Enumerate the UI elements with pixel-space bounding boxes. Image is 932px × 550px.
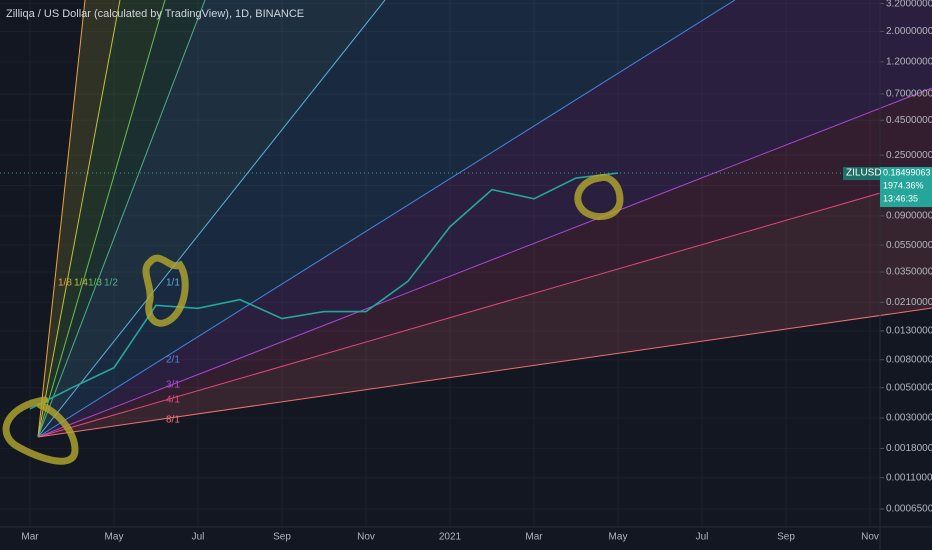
x-tick-label: Mar <box>21 532 39 543</box>
price-change: 1974.36% <box>883 180 924 190</box>
price-tag-box <box>843 167 884 181</box>
doodle <box>2 396 79 465</box>
x-tick-label: May <box>105 532 124 543</box>
fan-line <box>37 0 206 438</box>
highlight-doodles <box>2 174 624 465</box>
x-tick-label: Nov <box>357 532 375 543</box>
gann-fan: 1/8 1/4 1/3 1/2 1/1 2/1 3/1 4/1 8/1 <box>37 0 932 438</box>
fan-zone <box>38 88 932 437</box>
fan-line <box>37 307 932 438</box>
x-tick-label: Mar <box>525 532 543 543</box>
price-value: 0.18499063 <box>883 167 931 177</box>
fan-zone <box>38 0 932 437</box>
fan-line <box>37 0 386 438</box>
fan-label: 1/1 <box>166 278 180 289</box>
y-tick-label: 2.00000000 <box>886 26 932 37</box>
fan-line <box>37 0 166 438</box>
fan-label: 1/4 <box>74 278 88 289</box>
fan-line <box>37 0 121 438</box>
price-tag-box <box>880 167 932 208</box>
fan-label: 4/1 <box>166 395 180 406</box>
fan-label: 2/1 <box>166 355 180 366</box>
x-tick-label: Jul <box>192 532 205 543</box>
x-tick-label: 2021 <box>439 532 462 543</box>
x-tick-label: May <box>609 532 628 543</box>
fan-zone <box>38 178 932 437</box>
x-tick-label: Sep <box>777 532 795 543</box>
x-tick-label: Sep <box>273 532 291 543</box>
x-tick-label: Jul <box>696 532 709 543</box>
fan-label: 1/2 <box>104 278 118 289</box>
fan-label: 8/1 <box>166 415 180 426</box>
fan-label: 3/1 <box>166 380 180 391</box>
price-series <box>0 172 880 410</box>
doodle <box>574 174 624 221</box>
price-countdown: 13:46:35 <box>883 193 918 203</box>
fan-label: 1/8 <box>58 278 72 289</box>
fan-line <box>37 0 86 438</box>
fan-line <box>37 177 932 438</box>
price-symbol: ZILUSD <box>846 168 882 179</box>
chart-title: Zilliqa / US Dollar (calculated by Tradi… <box>6 8 304 20</box>
y-tick-label: 0.00065000 <box>886 504 932 515</box>
fan-line <box>37 87 932 438</box>
price-line <box>29 172 619 410</box>
doodle <box>142 254 189 327</box>
x-tick-label: Nov <box>861 532 879 543</box>
fan-label: 1/3 <box>88 278 102 289</box>
fan-line <box>37 0 736 438</box>
